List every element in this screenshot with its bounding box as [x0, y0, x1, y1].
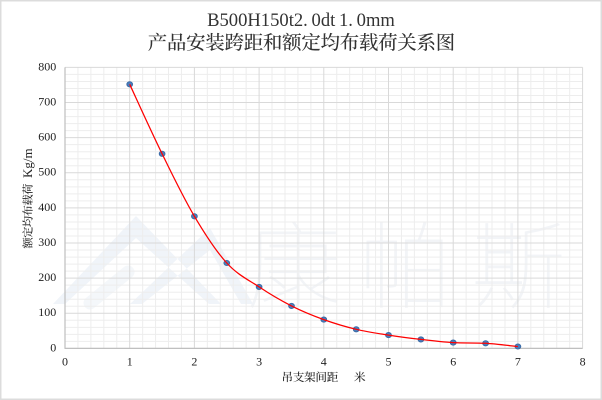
svg-text:200: 200	[38, 270, 56, 284]
svg-text:7: 7	[515, 354, 521, 368]
svg-text:300: 300	[38, 235, 56, 249]
svg-text:100: 100	[38, 305, 56, 319]
svg-text:0: 0	[50, 340, 56, 354]
svg-text:800: 800	[38, 59, 56, 73]
svg-text:400: 400	[38, 200, 56, 214]
svg-text:1: 1	[127, 354, 133, 368]
svg-text:500: 500	[38, 165, 56, 179]
svg-text:8: 8	[580, 354, 586, 368]
svg-text:6: 6	[450, 354, 456, 368]
svg-text:0: 0	[62, 354, 68, 368]
svg-text:2: 2	[191, 354, 197, 368]
svg-text:700: 700	[38, 94, 56, 108]
svg-text:5: 5	[386, 354, 392, 368]
svg-text:Kg/m: Kg/m	[20, 148, 35, 178]
svg-text:600: 600	[38, 130, 56, 144]
svg-text:B500H150t2. 0dt 1. 0mm: B500H150t2. 0dt 1. 0mm	[207, 10, 395, 31]
svg-text:3: 3	[256, 354, 262, 368]
svg-text:4: 4	[321, 354, 327, 368]
